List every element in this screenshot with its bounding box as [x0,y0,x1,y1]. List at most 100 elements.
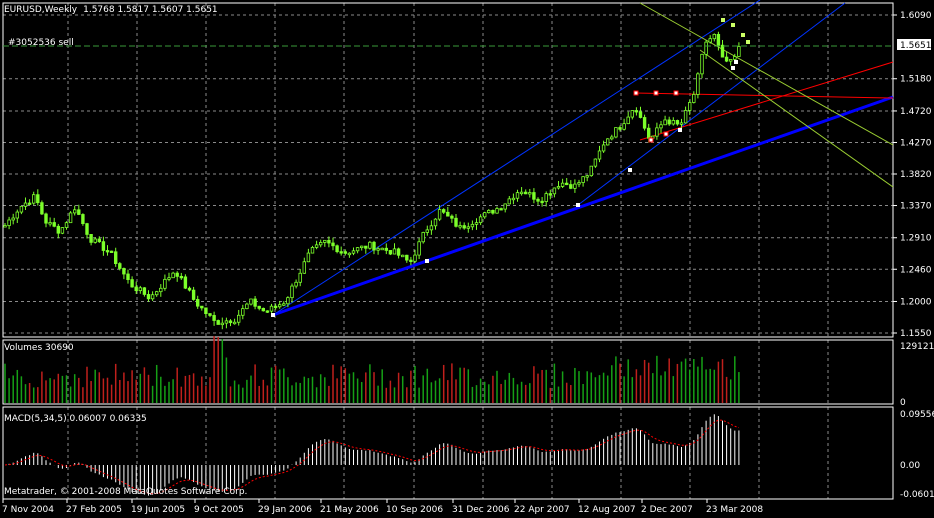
candle-body [368,241,372,249]
candle-body [265,310,270,313]
candle-body [81,214,85,225]
markers [271,18,750,317]
candle-body [105,250,110,253]
candle-body [659,124,663,129]
candle-body [220,322,224,326]
candle-body [450,215,454,219]
channel-line-lower [699,49,894,188]
candle-body [73,209,77,214]
candle-body [187,287,192,291]
price-panel[interactable]: EURUSD,Weekly 1.5768 1.5817 1.5607 1.5651… [3,0,894,330]
candle-body [413,254,417,262]
candle-body [101,241,106,251]
candle-body [392,248,397,255]
candle-body [7,219,11,226]
volume-bars [4,336,740,403]
candle-body [40,202,44,215]
current-price-box-bg [897,39,931,50]
candle-body [548,193,552,196]
time-tick-label: 29 Jan 2006 [258,505,312,515]
time-axis: 7 Nov 2004 27 Feb 2005 19 Jun 2005 9 Oct 20… [2,499,763,515]
candle-body [138,287,142,292]
candle-body [122,268,126,275]
candle-body [269,305,274,312]
candle-body [380,247,384,251]
candle-body [245,303,249,310]
candle-body [27,202,32,205]
volumes-axis: 129121 0 [900,342,934,408]
candle-body [89,234,93,243]
chart-grid [2,3,893,499]
anchor-point [425,259,429,263]
candle-body [618,127,622,130]
red-resistance-line [639,61,894,141]
candle-body [97,238,101,243]
candle-body [601,144,606,152]
price-tick-label: 1.3820 [900,170,932,180]
candle-body [150,294,155,300]
candle-body [163,278,167,289]
candle-body [519,191,524,195]
macd-tick-label: 0.09556 [900,410,934,420]
candle-body [19,205,24,213]
candle-body [679,122,684,125]
candle-body [154,291,159,296]
time-tick-label: 21 May 2006 [320,505,379,515]
candle-body [540,200,544,204]
macd-panel[interactable]: MACD(5,34,5) 0.06007 0.06335 Metatrader,… [4,414,740,497]
candle-body [93,238,97,243]
candle-body [294,281,298,287]
candle-body [675,120,680,125]
candle-body [704,41,708,55]
candle-body [384,247,388,251]
time-tick-label: 27 Feb 2005 [66,505,122,515]
time-tick-label: 23 Mar 2008 [706,505,763,515]
candle-body [118,263,122,269]
steep-trendline-2 [577,2,846,206]
candle-body [327,239,331,244]
candle-body [253,298,257,307]
steep-trendline [272,0,761,316]
time-tick-label: 12 Aug 2007 [578,505,636,515]
time-tick-label: 2 Dec 2007 [641,505,693,515]
candle-body [212,315,216,321]
candle-body [318,242,323,246]
panel-frames [2,2,894,500]
candle-body [359,245,364,249]
candle-body [179,275,183,279]
candle-body [236,314,241,323]
candle-body [729,59,733,62]
candle-body [44,213,48,224]
candle-body [277,304,282,308]
candle-body [372,241,376,251]
candle-body [376,248,380,251]
volume-tick-label: 129121 [900,342,934,352]
candle-body [77,209,81,215]
volumes-panel[interactable]: Volumes 30690 [4,336,740,403]
candle-body [171,272,175,279]
candle-body [606,138,610,146]
candle-body [692,94,696,103]
candle-body [524,191,528,195]
candle-body [204,307,208,315]
main-trendline [272,95,894,317]
fractal-marker [663,131,669,137]
candle-body [466,226,470,229]
candle-body [339,251,343,254]
channel-marker [721,18,725,22]
candle-body [257,305,261,309]
candle-body [195,299,200,307]
candle-body [474,222,479,225]
price-tick-label: 1.2000 [900,297,932,307]
candle-body [630,110,634,118]
anchor-point [576,203,580,207]
candle-body [388,250,393,255]
candle-body [417,241,421,256]
candle-body [737,46,741,57]
candle-body [429,225,434,231]
macd-label: MACD(5,34,5) 0.06007 0.06335 [4,414,147,424]
candle-body [191,289,196,300]
candle-body [167,277,171,280]
candle-body [68,212,73,224]
